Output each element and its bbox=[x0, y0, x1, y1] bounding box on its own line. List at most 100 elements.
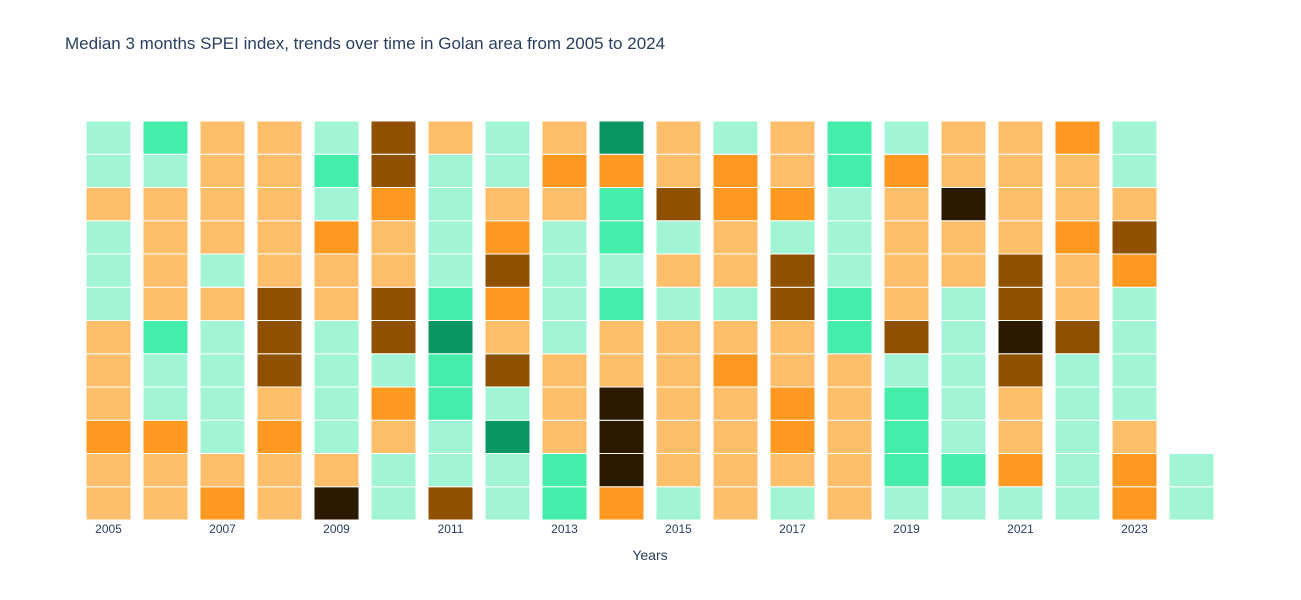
heatmap-cell-2016-9 bbox=[712, 220, 759, 255]
heatmap-cell-2008-2 bbox=[256, 453, 303, 488]
heatmap-cell-2017-4 bbox=[769, 386, 816, 421]
heatmap-cell-2018-3 bbox=[826, 419, 873, 454]
x-tick-label: 2013 bbox=[551, 522, 578, 536]
heatmap-cell-2008-12 bbox=[256, 120, 303, 155]
x-tick-label: 2011 bbox=[438, 522, 464, 536]
heatmap-cell-2011-11 bbox=[427, 153, 474, 188]
heatmap-cell-2009-5 bbox=[313, 353, 360, 388]
heatmap-cell-2014-9 bbox=[598, 220, 645, 255]
heatmap-cell-2016-2 bbox=[712, 453, 759, 488]
heatmap-cell-2017-7 bbox=[769, 286, 816, 321]
heatmap-cell-2024-1 bbox=[1168, 486, 1215, 521]
heatmap-cell-2014-6 bbox=[598, 320, 645, 355]
heatmap-cell-2019-3 bbox=[883, 419, 930, 454]
heatmap-cell-2012-5 bbox=[484, 353, 531, 388]
heatmap-cell-2009-1 bbox=[313, 486, 360, 521]
heatmap-cell-2012-10 bbox=[484, 187, 531, 222]
heatmap-cell-2010-8 bbox=[370, 253, 417, 288]
heatmap-cell-2015-2 bbox=[655, 453, 702, 488]
heatmap-cell-2008-5 bbox=[256, 353, 303, 388]
heatmap-cell-2015-7 bbox=[655, 286, 702, 321]
heatmap-cell-2016-1 bbox=[712, 486, 759, 521]
heatmap-cell-2013-8 bbox=[541, 253, 588, 288]
heatmap-cell-2011-12 bbox=[427, 120, 474, 155]
heatmap-cell-2021-1 bbox=[997, 486, 1044, 521]
heatmap-cell-2022-10 bbox=[1054, 187, 1101, 222]
heatmap-cell-2008-10 bbox=[256, 187, 303, 222]
heatmap-cell-2011-8 bbox=[427, 253, 474, 288]
heatmap-cell-2021-9 bbox=[997, 220, 1044, 255]
heatmap-cell-2007-6 bbox=[199, 320, 246, 355]
heatmap-cell-2006-1 bbox=[142, 486, 189, 521]
heatmap-cell-2021-3 bbox=[997, 419, 1044, 454]
x-tick-label: 2007 bbox=[209, 522, 236, 536]
heatmap-cell-2013-12 bbox=[541, 120, 588, 155]
heatmap-cell-2014-7 bbox=[598, 286, 645, 321]
heatmap-cell-2010-12 bbox=[370, 120, 417, 155]
heatmap-cell-2009-3 bbox=[313, 419, 360, 454]
x-tick-label: 2021 bbox=[1007, 522, 1034, 536]
heatmap-cell-2010-1 bbox=[370, 486, 417, 521]
heatmap-cell-2020-9 bbox=[940, 220, 987, 255]
heatmap-cell-2020-5 bbox=[940, 353, 987, 388]
heatmap-cell-2011-1 bbox=[427, 486, 474, 521]
heatmap-cell-2017-11 bbox=[769, 153, 816, 188]
heatmap-cell-2023-2 bbox=[1111, 453, 1158, 488]
heatmap-cell-2018-2 bbox=[826, 453, 873, 488]
heatmap-cell-2018-5 bbox=[826, 353, 873, 388]
heatmap-cell-2021-5 bbox=[997, 353, 1044, 388]
heatmap-cell-2016-5 bbox=[712, 353, 759, 388]
heatmap-cell-2019-11 bbox=[883, 153, 930, 188]
heatmap-cell-2011-3 bbox=[427, 419, 474, 454]
heatmap-cell-2009-4 bbox=[313, 386, 360, 421]
heatmap-cell-2016-11 bbox=[712, 153, 759, 188]
heatmap-cell-2012-12 bbox=[484, 120, 531, 155]
heatmap-cell-2019-8 bbox=[883, 253, 930, 288]
heatmap-cell-2006-9 bbox=[142, 220, 189, 255]
heatmap-cell-2023-10 bbox=[1111, 187, 1158, 222]
heatmap-cell-2014-10 bbox=[598, 187, 645, 222]
heatmap-cell-2023-3 bbox=[1111, 419, 1158, 454]
heatmap-cell-2020-2 bbox=[940, 453, 987, 488]
heatmap-cell-2016-8 bbox=[712, 253, 759, 288]
heatmap-cell-2006-4 bbox=[142, 386, 189, 421]
heatmap-cell-2013-4 bbox=[541, 386, 588, 421]
x-tick-label: 2015 bbox=[665, 522, 692, 536]
heatmap-cell-2015-3 bbox=[655, 419, 702, 454]
heatmap-cell-2015-1 bbox=[655, 486, 702, 521]
heatmap-cell-2019-4 bbox=[883, 386, 930, 421]
heatmap-cell-2013-1 bbox=[541, 486, 588, 521]
heatmap-cell-2007-8 bbox=[199, 253, 246, 288]
heatmap-cell-2019-5 bbox=[883, 353, 930, 388]
heatmap-cell-2022-8 bbox=[1054, 253, 1101, 288]
heatmap-cell-2008-1 bbox=[256, 486, 303, 521]
heatmap-cell-2022-12 bbox=[1054, 120, 1101, 155]
heatmap-cell-2010-11 bbox=[370, 153, 417, 188]
heatmap-cell-2013-5 bbox=[541, 353, 588, 388]
heatmap-cell-2005-3 bbox=[85, 419, 132, 454]
heatmap-cell-2010-3 bbox=[370, 419, 417, 454]
heatmap-cell-2006-8 bbox=[142, 253, 189, 288]
heatmap-cell-2007-7 bbox=[199, 286, 246, 321]
heatmap-cell-2019-6 bbox=[883, 320, 930, 355]
heatmap-cell-2007-12 bbox=[199, 120, 246, 155]
heatmap-cell-2014-1 bbox=[598, 486, 645, 521]
heatmap-cell-2020-12 bbox=[940, 120, 987, 155]
heatmap-cell-2012-3 bbox=[484, 419, 531, 454]
heatmap-cell-2009-7 bbox=[313, 286, 360, 321]
heatmap-cell-2016-7 bbox=[712, 286, 759, 321]
heatmap-cell-2011-6 bbox=[427, 320, 474, 355]
heatmap-cell-2007-3 bbox=[199, 419, 246, 454]
heatmap-cell-2019-7 bbox=[883, 286, 930, 321]
heatmap-cell-2017-8 bbox=[769, 253, 816, 288]
heatmap-cell-2023-9 bbox=[1111, 220, 1158, 255]
heatmap-cell-2022-1 bbox=[1054, 486, 1101, 521]
heatmap-cell-2023-8 bbox=[1111, 253, 1158, 288]
heatmap-cell-2010-7 bbox=[370, 286, 417, 321]
heatmap-cell-2012-2 bbox=[484, 453, 531, 488]
heatmap-cell-2009-2 bbox=[313, 453, 360, 488]
heatmap-cell-2016-3 bbox=[712, 419, 759, 454]
heatmap-cell-2013-7 bbox=[541, 286, 588, 321]
heatmap-cell-2014-4 bbox=[598, 386, 645, 421]
heatmap-cell-2020-3 bbox=[940, 419, 987, 454]
